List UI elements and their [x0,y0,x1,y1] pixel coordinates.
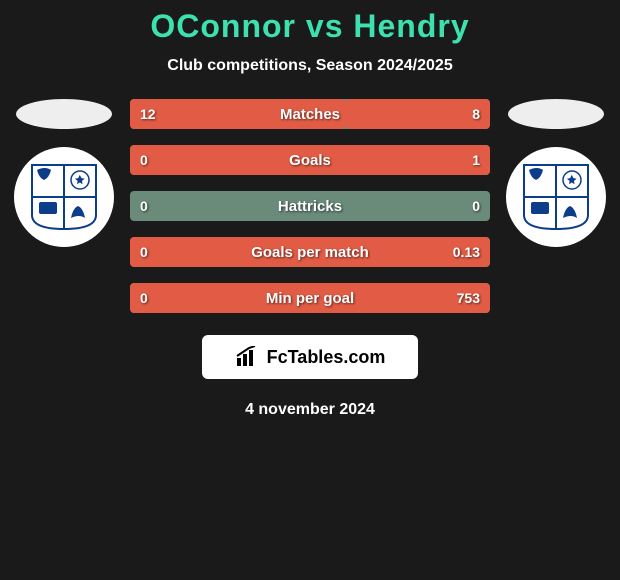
stat-label: Hattricks [130,198,490,215]
stat-label: Min per goal [130,290,490,307]
player-right-crest [506,147,606,247]
stat-value-right: 1 [472,152,480,168]
attribution-text: FcTables.com [267,347,386,368]
stat-row: 12Matches8 [130,99,490,129]
stat-label: Goals per match [130,244,490,261]
stat-row: 0Min per goal753 [130,283,490,313]
stat-value-right: 753 [457,290,480,306]
player-right-avatar-placeholder [508,99,604,129]
comparison-panel: 12Matches80Goals10Hattricks00Goals per m… [0,99,620,313]
stat-label: Goals [130,152,490,169]
stat-value-right: 0.13 [453,244,480,260]
attribution-logo: FcTables.com [202,335,418,379]
player-left-crest [14,147,114,247]
player-right-col [506,99,606,247]
player-left-avatar-placeholder [16,99,112,129]
subtitle: Club competitions, Season 2024/2025 [0,57,620,75]
stat-value-right: 8 [472,106,480,122]
page-title: OConnor vs Hendry [0,8,620,45]
chart-icon [235,346,261,368]
stats-bars: 12Matches80Goals10Hattricks00Goals per m… [130,99,490,313]
player-left-col [14,99,114,247]
stat-row: 0Goals1 [130,145,490,175]
stat-label: Matches [130,106,490,123]
date: 4 november 2024 [0,401,620,419]
stat-row: 0Hattricks0 [130,191,490,221]
stat-row: 0Goals per match0.13 [130,237,490,267]
stat-value-right: 0 [472,198,480,214]
